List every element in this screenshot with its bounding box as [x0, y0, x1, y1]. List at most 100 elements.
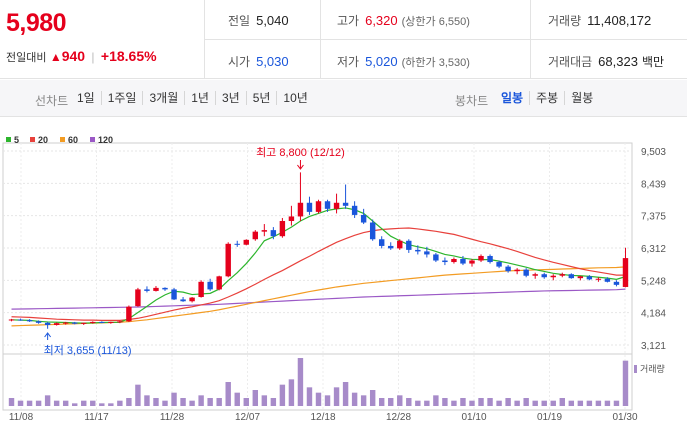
change-row: 전일대비 ▲940 | +18.65% — [6, 48, 157, 65]
y-tick-label: 5,248 — [641, 276, 666, 287]
range-1d[interactable]: 1일 — [77, 91, 95, 105]
candle-body — [397, 240, 403, 249]
volume-bar — [17, 400, 24, 406]
y-tick-label: 8,439 — [641, 179, 666, 190]
candle-body — [153, 287, 159, 291]
volume-label: 거래량 — [548, 14, 582, 28]
x-tick-label: 01/10 — [461, 412, 486, 423]
volume-bar — [53, 400, 60, 406]
prev-close-label: 전일 — [228, 14, 251, 28]
volume-bar — [442, 398, 448, 406]
candle-body — [424, 251, 430, 255]
volume-swatch — [634, 365, 637, 373]
volume-bar — [207, 398, 213, 406]
candle-monthly[interactable]: 월봉 — [564, 91, 599, 105]
candle-body — [469, 260, 475, 264]
range-1y[interactable]: 1년 — [184, 91, 215, 105]
current-price-box: 5,980 전일대비 ▲940 | +18.65% — [0, 0, 205, 79]
volume-bar — [135, 384, 141, 406]
x-tick-label: 11/08 — [9, 412, 34, 423]
volume-stat: 거래량 11,408,172 — [548, 12, 651, 29]
volume-bar — [216, 398, 222, 406]
volume-bar — [523, 398, 529, 406]
volume-label: 거래량 — [640, 363, 665, 374]
high-stat: 고가 6,320 (상한가 6,550) — [337, 12, 470, 29]
y-tick-label: 6,312 — [641, 244, 666, 255]
candle-body — [117, 321, 123, 323]
y-tick-label: 4,184 — [641, 309, 666, 320]
candle-body — [487, 255, 493, 263]
volume-bar — [108, 403, 114, 406]
volume-bar — [26, 400, 33, 406]
volume-bar — [586, 400, 593, 406]
volume-bar — [297, 358, 304, 406]
candle-body — [460, 259, 466, 264]
volume-bar — [532, 400, 538, 406]
prev-close-value: 5,040 — [256, 13, 289, 28]
candle-chart-title: 봉차트 — [455, 94, 489, 108]
volume-bar — [604, 400, 611, 406]
volume-bar — [550, 400, 556, 406]
legend-swatch — [60, 137, 65, 142]
volume-bar — [225, 382, 231, 406]
volume-bar — [505, 398, 511, 406]
candle-body — [288, 216, 295, 222]
candle-body — [252, 231, 259, 240]
range-5y[interactable]: 5년 — [245, 91, 277, 105]
range-1w[interactable]: 1주일 — [100, 91, 143, 105]
candle-body — [586, 276, 593, 280]
candle-body — [279, 221, 286, 237]
volume-bar — [270, 398, 277, 406]
candle-body — [126, 306, 132, 322]
high-label: 고가 — [337, 14, 360, 28]
candle-daily[interactable]: 일봉 — [501, 91, 524, 105]
candle-weekly[interactable]: 주봉 — [529, 91, 564, 105]
change-amount: 940 — [61, 48, 86, 64]
open-value: 5,030 — [256, 54, 289, 69]
range-10y[interactable]: 10년 — [276, 91, 313, 105]
volume-bar — [333, 387, 340, 406]
legend-label: 20 — [38, 135, 48, 145]
volume-bar — [8, 398, 15, 406]
y-tick-label: 9,503 — [641, 147, 666, 158]
candle-body — [433, 254, 439, 261]
candle-body — [90, 321, 96, 323]
ma-20-line — [11, 227, 626, 322]
candle-body — [523, 269, 529, 276]
volume-bar — [360, 395, 367, 406]
candle-body — [342, 202, 349, 206]
volume-bar — [469, 400, 475, 406]
candlestick-chart-svg[interactable]: 9,503 8,439 7,375 6,312 5,248 4,184 3,121 11/08… — [0, 118, 687, 439]
candle-body — [53, 323, 60, 325]
x-tick-label: 12/18 — [310, 412, 335, 423]
volume-bar — [460, 398, 466, 406]
y-tick-label: 7,375 — [641, 212, 666, 223]
candle-body — [144, 289, 150, 291]
volume-bar — [198, 395, 204, 406]
upper-limit: (상한가 6,550) — [401, 16, 470, 28]
y-tick-label: 3,121 — [641, 341, 666, 352]
volume-bar — [478, 398, 484, 406]
candle-body — [442, 260, 448, 263]
candle-body — [216, 276, 222, 290]
up-arrow-icon: ▲ — [49, 50, 62, 64]
volume-bar — [252, 390, 259, 406]
candle-body — [514, 269, 520, 272]
volume-bar — [126, 398, 132, 406]
volume-bar — [388, 398, 394, 406]
range-3y[interactable]: 3년 — [214, 91, 246, 105]
ma-60-line — [11, 266, 626, 327]
divider — [205, 39, 687, 40]
candle-body — [333, 202, 340, 209]
price-chart[interactable]: 9,503 8,439 7,375 6,312 5,248 4,184 3,121 11/08… — [0, 118, 687, 439]
volume-bar — [72, 403, 78, 406]
candle-body — [369, 222, 376, 240]
candle-body — [44, 322, 51, 325]
change-label: 전일대비 — [6, 52, 47, 64]
volume-bar — [406, 398, 412, 406]
range-3m[interactable]: 3개월 — [142, 91, 184, 105]
candle-body — [261, 230, 268, 232]
volume-bar — [622, 360, 629, 406]
candle-body — [604, 278, 611, 282]
volume-bar — [577, 400, 584, 406]
